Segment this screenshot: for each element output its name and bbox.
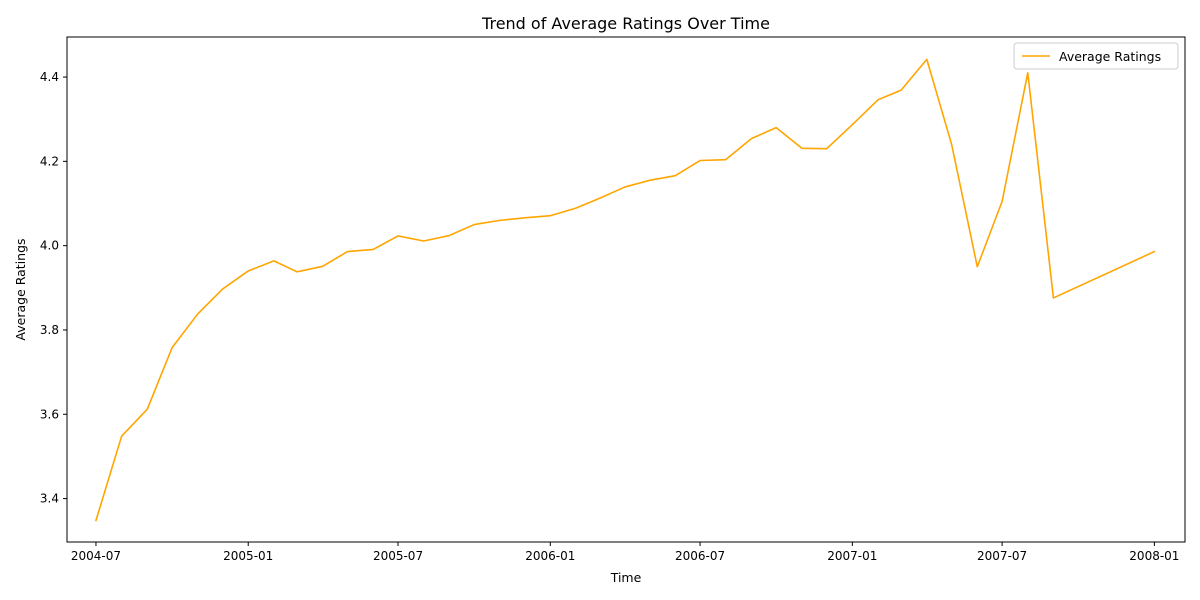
y-tick-label: 4.2	[40, 154, 59, 168]
x-tick-label: 2006-01	[525, 549, 575, 563]
y-axis-ticks: 3.4 3.6 3.8 4.0 4.2 4.4	[40, 70, 67, 506]
x-tick-label: 2006-07	[675, 549, 725, 563]
y-tick-label: 4.4	[40, 70, 59, 84]
x-tick-label: 2007-01	[827, 549, 877, 563]
legend-box	[1013, 42, 1179, 70]
x-tick-label: 2005-01	[223, 549, 273, 563]
series-layer	[95, 58, 1156, 522]
y-tick-label: 4.0	[40, 239, 59, 253]
x-axis-ticks: 2004-07 2005-01 2005-07 2006-01 2006-07 2007-…	[71, 542, 1179, 563]
x-tick-label: 2007-07	[977, 549, 1027, 563]
y-tick-label: 3.8	[40, 323, 59, 337]
plot-frame	[66, 36, 1186, 543]
legend-label: Average Ratings	[1059, 49, 1161, 64]
y-axis-label: Average Ratings	[13, 238, 28, 340]
x-tick-label: 2008-01	[1129, 549, 1179, 563]
x-axis-label: Time	[610, 570, 642, 585]
y-tick-label: 3.6	[40, 407, 59, 421]
x-tick-label: 2004-07	[71, 549, 121, 563]
x-tick-label: 2005-07	[373, 549, 423, 563]
y-tick-label: 3.4	[40, 492, 59, 506]
chart-title: Trend of Average Ratings Over Time	[481, 14, 770, 33]
series-line	[95, 58, 1156, 522]
legend: Average Ratings	[1013, 42, 1179, 70]
